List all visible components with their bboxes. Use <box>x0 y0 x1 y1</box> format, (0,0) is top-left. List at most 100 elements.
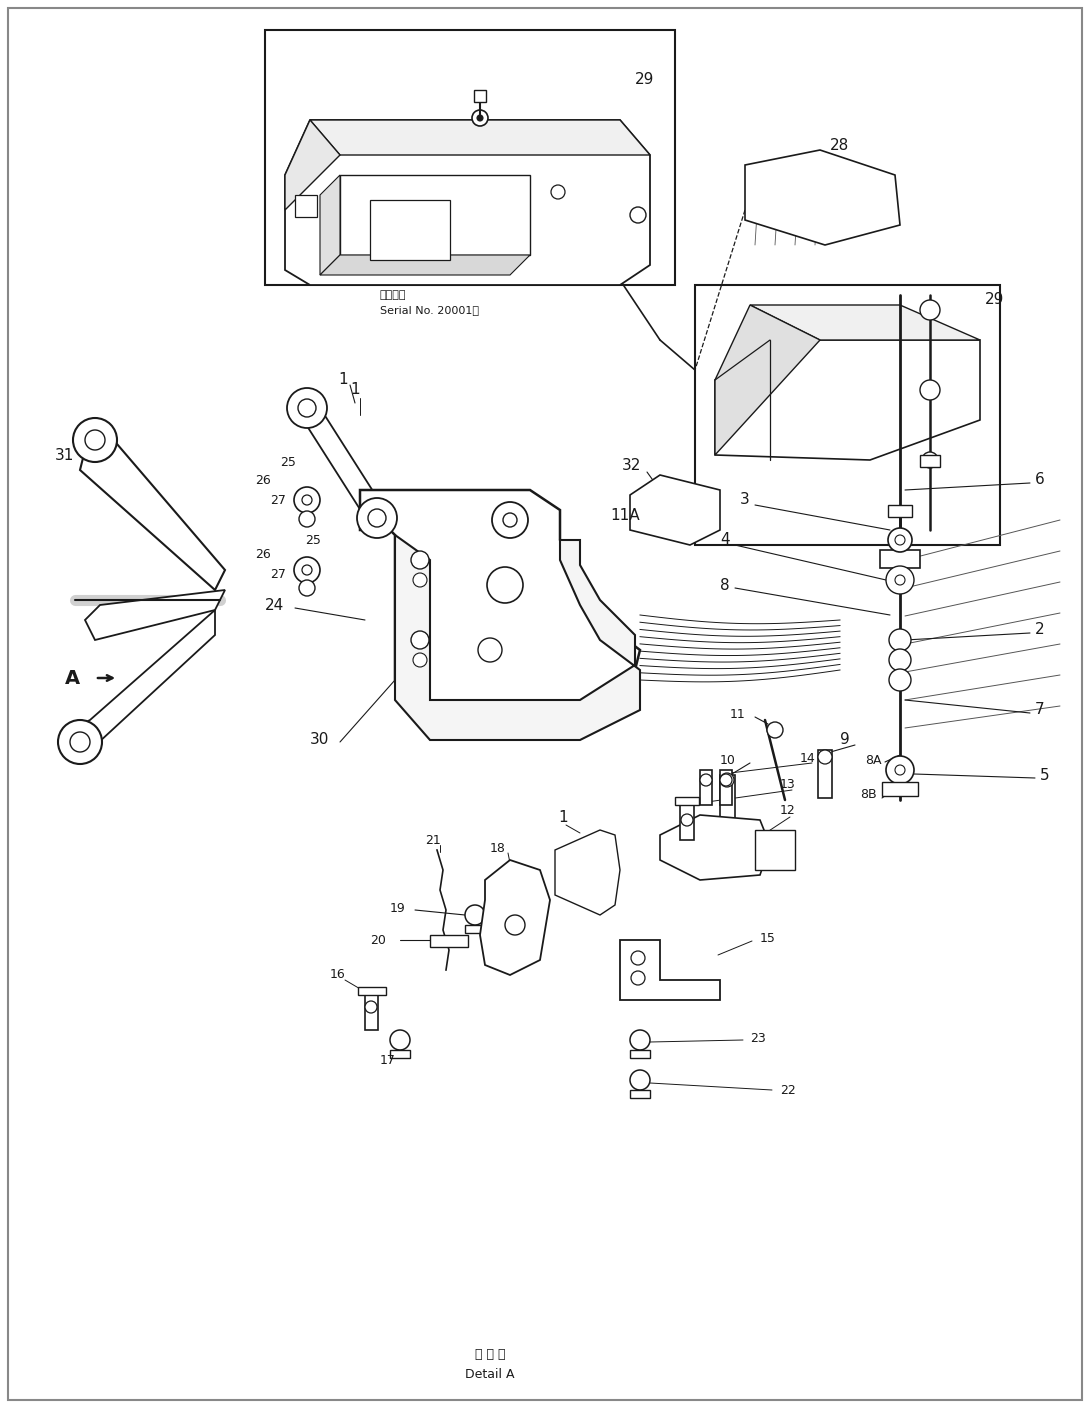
Text: 20: 20 <box>370 934 386 946</box>
Polygon shape <box>340 175 530 255</box>
Circle shape <box>85 429 105 451</box>
Text: 適用号機: 適用号機 <box>380 290 407 300</box>
Circle shape <box>886 756 915 784</box>
Text: 26: 26 <box>255 549 270 562</box>
Bar <box>429 935 468 948</box>
Text: 27: 27 <box>270 569 286 582</box>
Text: 13: 13 <box>780 779 796 791</box>
Text: 21: 21 <box>425 834 440 846</box>
Text: 14: 14 <box>800 752 815 765</box>
Bar <box>695 284 1000 545</box>
Polygon shape <box>630 474 720 545</box>
Polygon shape <box>310 120 650 155</box>
Circle shape <box>487 567 523 603</box>
Polygon shape <box>70 610 215 755</box>
Text: 8B: 8B <box>860 788 876 801</box>
Circle shape <box>390 1031 410 1050</box>
Text: Ａ 詳 細: Ａ 詳 細 <box>475 1349 506 1362</box>
Text: 27: 27 <box>270 493 286 507</box>
Text: 18: 18 <box>490 842 506 855</box>
Bar <box>720 770 732 805</box>
Bar <box>265 30 675 284</box>
Polygon shape <box>661 815 770 880</box>
Text: 19: 19 <box>390 901 405 915</box>
Bar <box>474 90 486 101</box>
Circle shape <box>413 573 427 587</box>
Circle shape <box>895 535 905 545</box>
Polygon shape <box>85 590 225 641</box>
Text: 9: 9 <box>840 732 850 748</box>
Text: Serial No. 20001～: Serial No. 20001～ <box>380 306 479 315</box>
Polygon shape <box>480 860 550 974</box>
Text: 28: 28 <box>829 138 849 152</box>
Bar <box>888 505 912 517</box>
Text: 32: 32 <box>622 458 641 473</box>
Circle shape <box>411 631 429 649</box>
Polygon shape <box>300 400 385 525</box>
Text: 31: 31 <box>54 448 74 462</box>
Bar <box>365 990 378 1031</box>
Circle shape <box>492 503 528 538</box>
Bar <box>920 455 940 467</box>
Bar <box>680 800 694 841</box>
Text: 17: 17 <box>380 1053 396 1066</box>
Text: 3: 3 <box>740 493 750 507</box>
Bar <box>295 194 317 217</box>
Circle shape <box>895 765 905 774</box>
Text: 5: 5 <box>1040 767 1050 783</box>
Circle shape <box>287 389 327 428</box>
Circle shape <box>411 551 429 569</box>
Circle shape <box>818 750 832 765</box>
Bar <box>700 770 712 805</box>
Text: 22: 22 <box>780 1084 796 1097</box>
Circle shape <box>73 418 117 462</box>
Polygon shape <box>715 339 980 460</box>
Text: Detail A: Detail A <box>465 1369 514 1381</box>
Text: 26: 26 <box>255 473 270 487</box>
Circle shape <box>889 649 911 672</box>
Polygon shape <box>360 490 640 719</box>
Bar <box>370 200 450 260</box>
Text: 6: 6 <box>1036 473 1044 487</box>
Text: 15: 15 <box>760 932 776 945</box>
Circle shape <box>365 1001 377 1012</box>
Circle shape <box>294 487 320 513</box>
Circle shape <box>631 972 645 986</box>
Circle shape <box>889 629 911 650</box>
Circle shape <box>58 719 102 765</box>
Text: 1: 1 <box>350 383 360 397</box>
Polygon shape <box>80 429 225 590</box>
Text: 12: 12 <box>780 804 796 817</box>
Polygon shape <box>320 175 340 275</box>
Text: 24: 24 <box>265 597 284 612</box>
Circle shape <box>502 513 517 527</box>
Circle shape <box>552 184 565 199</box>
Circle shape <box>70 732 90 752</box>
Bar <box>720 774 735 819</box>
Circle shape <box>472 110 488 125</box>
Polygon shape <box>744 151 900 245</box>
Polygon shape <box>395 535 640 741</box>
Text: 4: 4 <box>720 532 729 548</box>
Circle shape <box>630 207 646 222</box>
Polygon shape <box>320 255 530 275</box>
Circle shape <box>302 496 312 505</box>
Circle shape <box>413 653 427 667</box>
Circle shape <box>294 558 320 583</box>
Circle shape <box>358 498 397 538</box>
Circle shape <box>889 669 911 691</box>
Text: 16: 16 <box>330 969 346 981</box>
Circle shape <box>700 774 712 786</box>
Circle shape <box>720 774 732 786</box>
Bar <box>755 829 795 870</box>
Circle shape <box>920 380 940 400</box>
Text: 1: 1 <box>338 373 348 387</box>
Circle shape <box>465 905 485 925</box>
Circle shape <box>767 722 783 738</box>
Bar <box>465 925 485 934</box>
Bar <box>882 781 918 796</box>
Circle shape <box>886 566 915 594</box>
Text: 25: 25 <box>305 534 320 546</box>
Text: 30: 30 <box>310 732 329 748</box>
Text: 7: 7 <box>1036 703 1044 718</box>
